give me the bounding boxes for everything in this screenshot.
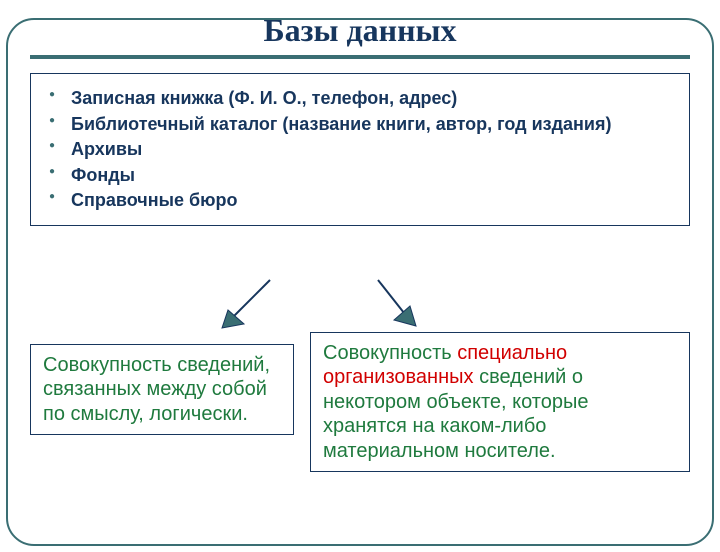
definition-left: Совокупность сведений, связанных между с… bbox=[30, 344, 294, 435]
examples-list: Записная книжка (Ф. И. О., телефон, адре… bbox=[45, 87, 675, 212]
title-underline bbox=[30, 55, 690, 59]
arrow-right-icon bbox=[364, 274, 454, 338]
definition-right: Совокупность специально организованных с… bbox=[310, 332, 690, 472]
list-item: Фонды bbox=[71, 164, 675, 187]
examples-box: Записная книжка (Ф. И. О., телефон, адре… bbox=[30, 73, 690, 226]
page-title: Базы данных bbox=[0, 12, 720, 49]
arrow-left-icon bbox=[200, 274, 290, 338]
def-right-pre: Совокупность bbox=[323, 342, 457, 364]
list-item: Архивы bbox=[71, 138, 675, 161]
list-item: Библиотечный каталог (название книги, ав… bbox=[71, 113, 675, 136]
list-item: Справочные бюро bbox=[71, 189, 675, 212]
list-item: Записная книжка (Ф. И. О., телефон, адре… bbox=[71, 87, 675, 110]
